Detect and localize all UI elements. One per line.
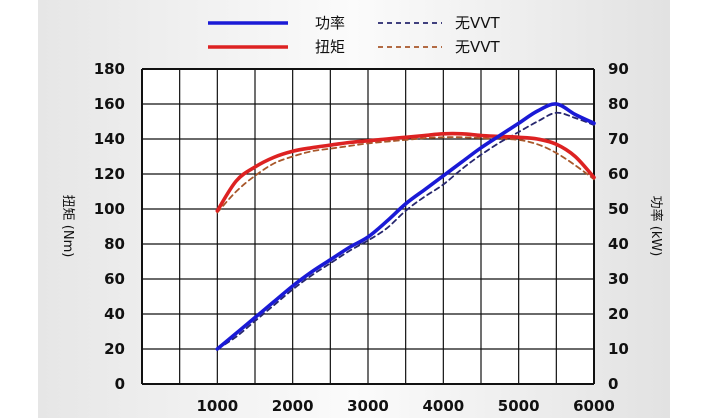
torque-line — [215, 131, 596, 213]
xtick-label: 6000 — [573, 397, 615, 415]
legend-torque-no-vvt-label: 无VVT — [455, 38, 501, 56]
power-no-vvt-line — [216, 111, 595, 350]
xtick-label: 1000 — [196, 397, 238, 415]
power-line — [215, 102, 596, 351]
ytick-right-label: 90 — [608, 60, 629, 78]
ytick-right-label: 0 — [608, 375, 618, 393]
legend-torque-label: 扭矩 — [315, 38, 345, 56]
ytick-right-label: 20 — [608, 305, 629, 323]
ytick-left-label: 40 — [104, 305, 125, 323]
ytick-left-label: 20 — [104, 340, 125, 358]
ytick-left-label: 100 — [94, 200, 125, 218]
ytick-left-label: 60 — [104, 270, 125, 288]
legend-power-label: 功率 — [315, 14, 345, 32]
tick-labels: 0 20 40 60 80 100 120 140 160 180 0 10 20 30 40 50 60 70 8… — [94, 60, 629, 415]
ytick-right-label: 70 — [608, 130, 629, 148]
xtick-label: 3000 — [347, 397, 389, 415]
ytick-left-label: 140 — [94, 130, 125, 148]
ytick-right-label: 50 — [608, 200, 629, 218]
series-group — [215, 102, 596, 351]
ytick-right-label: 10 — [608, 340, 629, 358]
legend-power-no-vvt-label: 无VVT — [455, 14, 501, 32]
torque-no-vvt-line — [216, 136, 595, 214]
ytick-right-label: 30 — [608, 270, 629, 288]
ytick-left-label: 120 — [94, 165, 125, 183]
xtick-label: 4000 — [422, 397, 464, 415]
ylabel-right: 功率 (kW) — [648, 196, 664, 257]
ytick-left-label: 160 — [94, 95, 125, 113]
ytick-left-label: 180 — [94, 60, 125, 78]
xtick-label: 5000 — [498, 397, 540, 415]
xtick-label: 2000 — [272, 397, 314, 415]
grid — [141, 68, 595, 385]
ytick-right-label: 60 — [608, 165, 629, 183]
ytick-right-label: 80 — [608, 95, 629, 113]
ytick-left-label: 0 — [115, 375, 125, 393]
ytick-left-label: 80 — [104, 235, 125, 253]
ylabel-left: 扭矩 (Nm) — [60, 195, 75, 258]
ytick-right-label: 40 — [608, 235, 629, 253]
